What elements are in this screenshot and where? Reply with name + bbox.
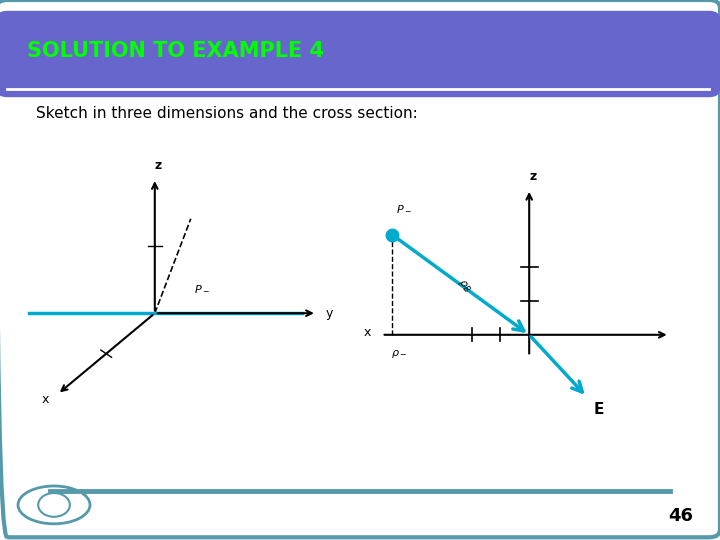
- Text: SOLUTION TO EXAMPLE 4: SOLUTION TO EXAMPLE 4: [27, 41, 324, 62]
- Text: z: z: [155, 159, 162, 172]
- Text: $\rho_B$: $\rho_B$: [455, 277, 474, 295]
- FancyBboxPatch shape: [0, 11, 720, 97]
- Text: E: E: [594, 402, 604, 417]
- Text: $\rho_-$: $\rho_-$: [392, 348, 408, 360]
- Text: $P_-$: $P_-$: [194, 284, 210, 294]
- Text: x: x: [364, 326, 371, 339]
- Text: y: y: [325, 307, 333, 320]
- Text: Sketch in three dimensions and the cross section:: Sketch in three dimensions and the cross…: [36, 106, 418, 121]
- Text: x: x: [42, 393, 49, 406]
- Text: $P_-$: $P_-$: [396, 204, 412, 214]
- Text: 46: 46: [668, 507, 693, 525]
- Text: z: z: [530, 170, 537, 183]
